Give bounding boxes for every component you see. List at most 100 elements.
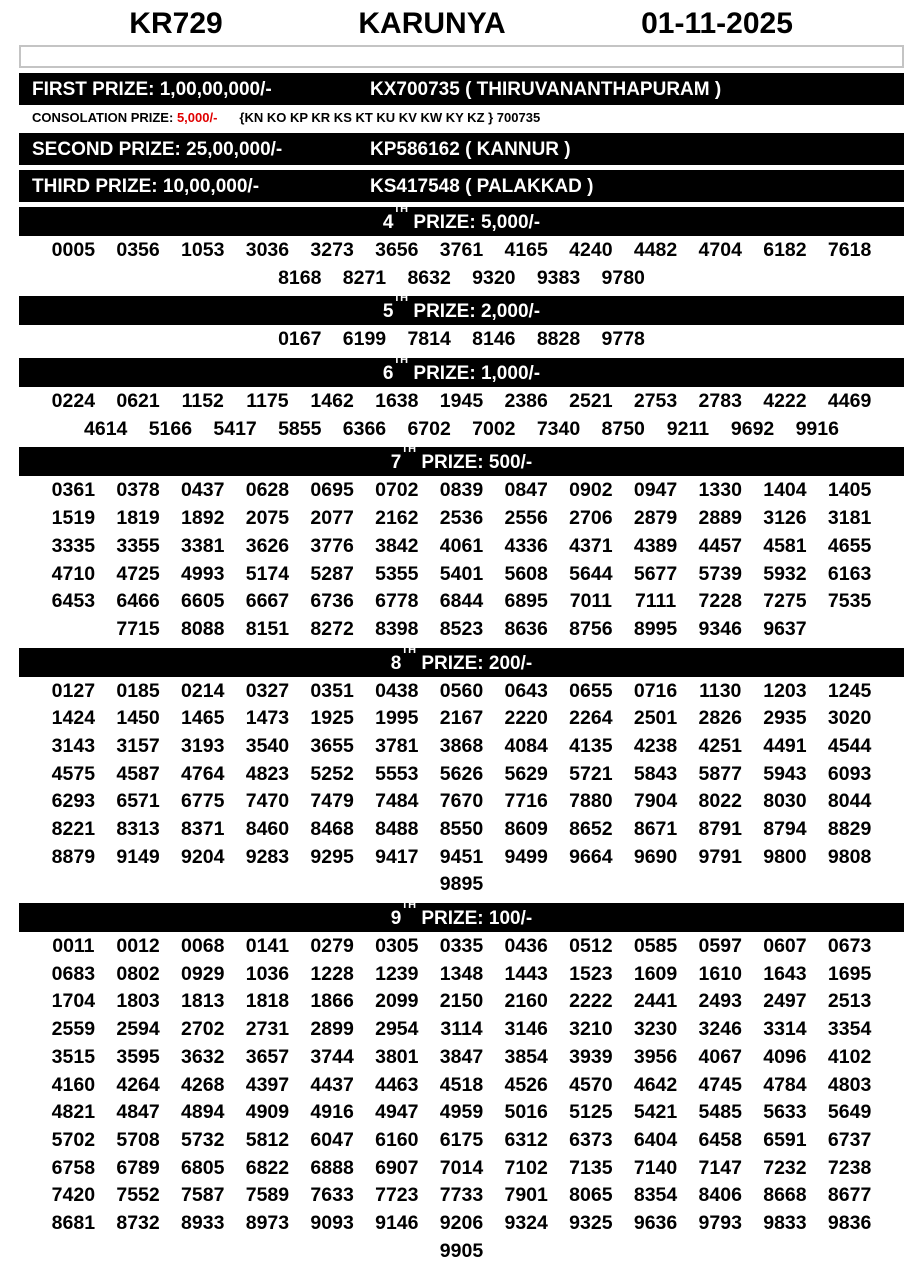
winning-number: 6571 <box>116 790 160 813</box>
winning-number: 4725 <box>116 562 160 585</box>
winning-number: 9324 <box>504 1211 548 1234</box>
first-prize-label: FIRST PRIZE: 1,00,00,000/- <box>32 79 272 100</box>
winning-number: 9895 <box>439 873 484 896</box>
winning-number: 0127 <box>51 679 96 702</box>
number-row: 7420 7552 7587 7589 7633 7723 7733 7901 8065 8354… <box>19 1181 904 1209</box>
winning-number: 7535 <box>827 590 872 613</box>
winning-number: 4803 <box>827 1073 872 1096</box>
winning-number: 2220 <box>504 707 548 730</box>
prize-ordinal-suffix: TH <box>401 643 417 656</box>
winning-number: 1819 <box>116 507 160 530</box>
winning-number: 7238 <box>827 1156 872 1179</box>
winning-number: 6844 <box>439 590 484 613</box>
winning-number: 5812 <box>245 1128 290 1151</box>
winning-number: 3657 <box>245 1045 290 1068</box>
number-row: 1519 1819 1892 2075 2077 2162 2536 2556 2706 2879… <box>19 504 904 532</box>
winning-number: 3626 <box>245 534 290 557</box>
winning-number: 7901 <box>504 1184 548 1207</box>
winning-number: 8044 <box>827 790 872 813</box>
winning-number: 6778 <box>375 590 419 613</box>
winning-number: 9451 <box>439 845 484 868</box>
winning-number: 8609 <box>504 818 548 840</box>
winning-number: 9211 <box>666 417 710 440</box>
prize-header-8: 8TH PRIZE: 200/- <box>19 644 904 677</box>
winning-number: 7484 <box>375 790 419 813</box>
winning-number: 7111 <box>634 590 677 613</box>
winning-number: 7723 <box>375 1184 419 1207</box>
winning-number: 5877 <box>698 762 742 785</box>
winning-number: 0011 <box>52 935 95 958</box>
second-prize-label: SECOND PRIZE: 25,00,000/- <box>32 139 283 160</box>
winning-number: 1866 <box>310 990 354 1013</box>
winning-number: 4240 <box>569 239 613 261</box>
winning-number: 8523 <box>439 617 484 640</box>
winning-number: 8406 <box>698 1184 742 1207</box>
winning-number: 4397 <box>245 1073 290 1096</box>
winning-number: 8995 <box>633 617 678 640</box>
winning-number: 0621 <box>116 390 160 413</box>
winning-number: 9149 <box>116 845 160 868</box>
winning-number: 2536 <box>439 507 484 530</box>
prize-amount-label: PRIZE: 5,000/- <box>408 212 541 233</box>
winning-number: 8756 <box>569 617 613 640</box>
winning-number: 5174 <box>245 562 290 585</box>
winning-number: 0947 <box>633 479 678 502</box>
winning-number: 0839 <box>439 479 484 502</box>
winning-number: 0335 <box>439 935 484 958</box>
winning-number: 0802 <box>116 962 160 985</box>
winning-number: 5943 <box>763 762 807 785</box>
winning-number: 8879 <box>51 845 96 868</box>
winning-number: 8550 <box>439 818 484 840</box>
prize-ordinal: 9 <box>390 908 402 930</box>
number-row: 1704 1803 1813 1818 1866 2099 2150 2160 2222 2441… <box>19 987 904 1015</box>
winning-number: 8272 <box>310 617 354 640</box>
prize-ordinal: 7 <box>390 452 402 474</box>
consolation-series: {KN KO KP KR KS KT KU KV KW KY KZ } 7007… <box>239 110 541 125</box>
winning-number: 9664 <box>569 845 613 868</box>
winning-number: 0351 <box>310 679 354 702</box>
winning-number: 4457 <box>698 534 742 557</box>
winning-number: 6736 <box>310 590 354 613</box>
winning-number: 1813 <box>181 990 225 1013</box>
winning-number: 5252 <box>310 762 354 785</box>
winning-number: 9417 <box>375 845 419 868</box>
winning-number: 8791 <box>698 818 742 840</box>
winning-number: 3381 <box>181 534 225 557</box>
winning-number: 4238 <box>633 734 678 757</box>
number-row: 4160 4264 4268 4397 4437 4463 4518 4526 4570 4642… <box>19 1071 904 1099</box>
winning-number: 5553 <box>375 762 419 785</box>
winning-number: 0214 <box>181 679 225 702</box>
winning-number: 7232 <box>763 1156 807 1179</box>
blank-box <box>19 45 904 68</box>
winning-number: 0560 <box>439 679 484 702</box>
winning-number: 5629 <box>504 762 548 785</box>
winning-number: 3314 <box>763 1018 807 1041</box>
winning-number: 0673 <box>827 935 872 958</box>
winning-number: 8022 <box>698 790 742 813</box>
winning-number: 0437 <box>181 479 225 502</box>
winning-number: 2879 <box>633 507 678 530</box>
number-row: 8681 8732 8933 8973 9093 9146 9206 9324 9325 9636… <box>19 1209 904 1237</box>
winning-number: 6163 <box>827 562 872 585</box>
winning-number: 1473 <box>245 707 290 730</box>
winning-number: 9346 <box>698 617 742 640</box>
winning-number: 0655 <box>569 679 613 702</box>
prize-amount-label: PRIZE: 500/- <box>416 452 533 474</box>
winning-number: 2441 <box>633 990 678 1013</box>
winning-number: 2513 <box>827 990 872 1013</box>
number-row: 0167 6199 7814 8146 8828 9778 <box>19 325 904 353</box>
number-row: 3143 3157 3193 3540 3655 3781 3868 4084 4135 4238… <box>19 732 904 760</box>
winning-number: 6702 <box>407 417 451 440</box>
winning-number: 2162 <box>375 507 419 530</box>
winning-number: 0279 <box>310 935 354 958</box>
winning-number: 9793 <box>698 1211 742 1234</box>
winning-number: 0643 <box>504 679 548 702</box>
winning-number: 5855 <box>278 417 322 440</box>
winning-number: 7002 <box>472 417 516 440</box>
winning-number: 5633 <box>763 1101 807 1124</box>
winning-number: 5843 <box>633 762 678 785</box>
winning-number: 4916 <box>310 1101 354 1124</box>
winning-number: 4160 <box>51 1073 96 1096</box>
winning-number: 7715 <box>116 617 160 640</box>
winning-number: 1239 <box>375 962 419 985</box>
